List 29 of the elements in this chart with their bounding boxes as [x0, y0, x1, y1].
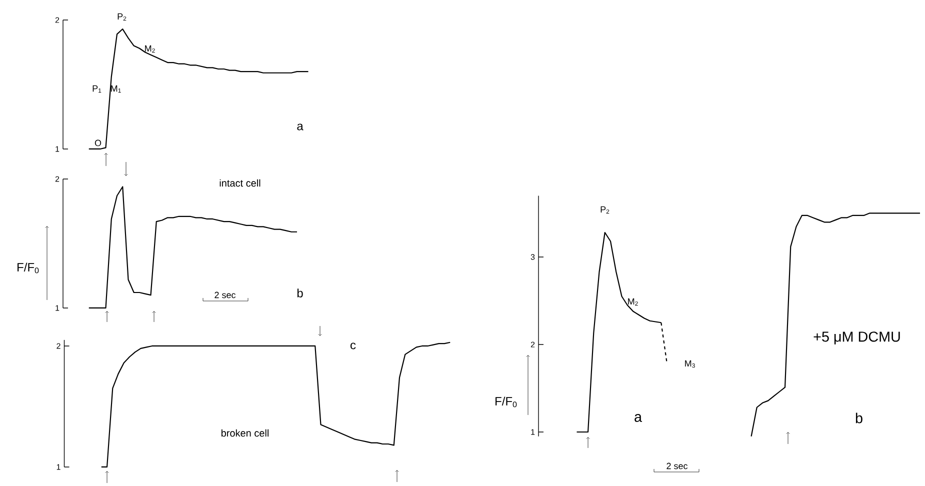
y-tick-label: 2 — [55, 17, 60, 23]
text: a — [297, 124, 304, 130]
annotation: a — [634, 414, 642, 422]
text: 2 sec — [666, 462, 688, 470]
annotation: M$_{2}$ — [628, 298, 638, 306]
chart-title: c — [350, 342, 356, 350]
y-tick-label: 2 — [55, 176, 60, 182]
y-tick-label: 1 — [531, 429, 535, 435]
annotation: O — [94, 140, 102, 146]
annotation: +5 μM DCMU — [814, 332, 900, 344]
y-tick-label: 1 — [56, 146, 60, 152]
text: b — [297, 288, 303, 298]
y-tick-label: 2 — [530, 342, 535, 348]
chart-subtitle: intact cell — [220, 179, 260, 187]
y-tick-label: 1 — [56, 305, 60, 311]
y-tick-label: 1 — [56, 464, 60, 470]
annotation: M$_{2}$ — [145, 45, 155, 53]
text: M$_{3}$ — [685, 360, 695, 368]
annotation: b — [856, 412, 862, 424]
annotation: P$_{1}$ — [92, 85, 102, 93]
annotation: 2 sec — [214, 292, 236, 298]
annotation: M$_{1}$ — [111, 85, 121, 93]
annotation: P$_{2}$ — [600, 206, 610, 214]
y-axis-title: F/F$_{0}$ — [18, 262, 39, 274]
y-tick-label: 3 — [530, 254, 535, 260]
annotation: P$_{2}$ — [118, 13, 126, 21]
y-tick-label: 2 — [56, 343, 60, 349]
text: broken cell — [221, 429, 268, 437]
y-axis-title: F/F$_{0}$ — [496, 396, 517, 408]
